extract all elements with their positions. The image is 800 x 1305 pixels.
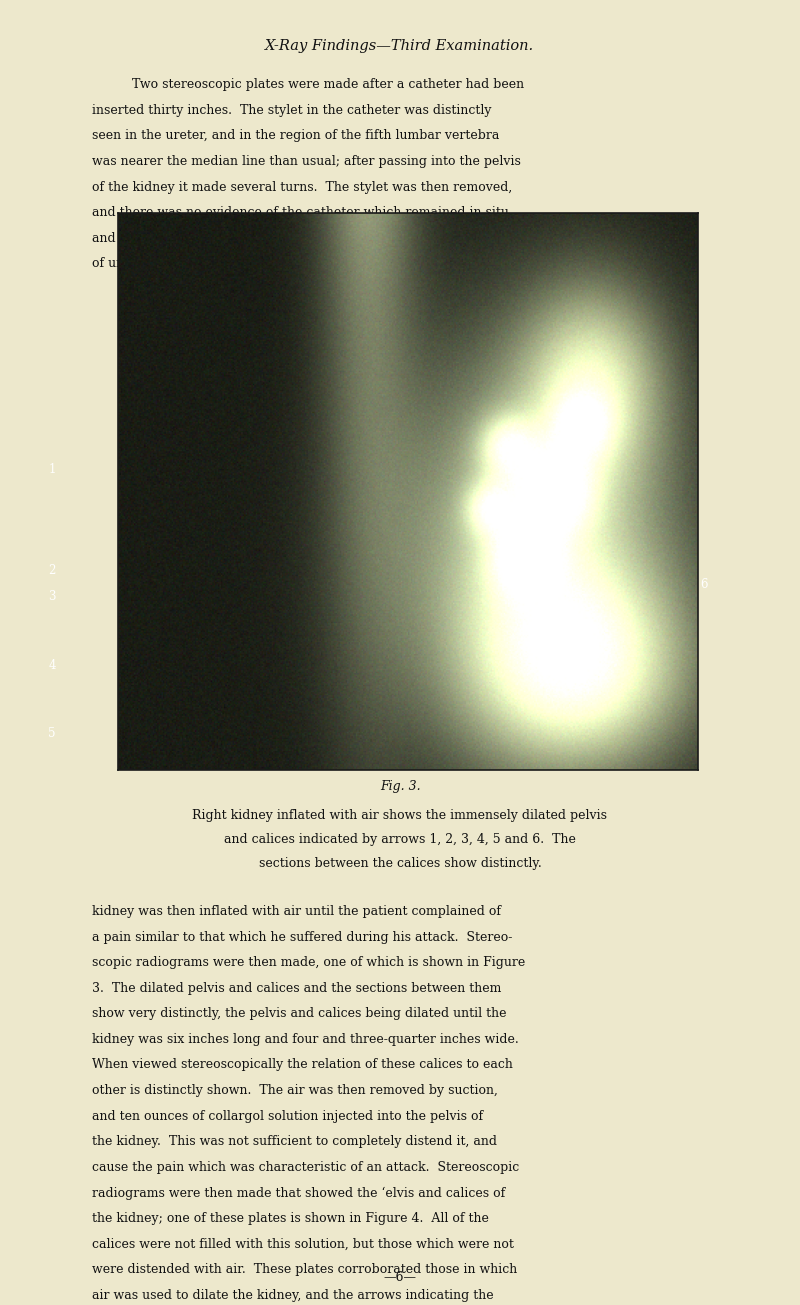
Text: X-Ray Findings—Third Examination.: X-Ray Findings—Third Examination. — [266, 39, 534, 54]
Text: the kidney; one of these plates is shown in Figure 4.  All of the: the kidney; one of these plates is shown… — [92, 1212, 489, 1225]
Text: show very distinctly, the pelvis and calices being dilated until the: show very distinctly, the pelvis and cal… — [92, 1007, 506, 1021]
Text: and no evidence of air or gas in the intestines.  About nine ounces: and no evidence of air or gas in the int… — [92, 232, 512, 245]
Text: Right kidney inflated with air shows the immensely dilated pelvis: Right kidney inflated with air shows the… — [193, 809, 607, 822]
Text: scopic radiograms were then made, one of which is shown in Figure: scopic radiograms were then made, one of… — [92, 957, 526, 970]
Text: kidney was six inches long and four and three-quarter inches wide.: kidney was six inches long and four and … — [92, 1034, 518, 1045]
Text: and calices indicated by arrows 1, 2, 3, 4, 5 and 6.  The: and calices indicated by arrows 1, 2, 3,… — [224, 834, 576, 846]
Text: sections between the calices show distinctly.: sections between the calices show distin… — [258, 857, 542, 870]
Text: 3: 3 — [48, 590, 56, 603]
Text: seen in the ureter, and in the region of the fifth lumbar vertebra: seen in the ureter, and in the region of… — [92, 129, 499, 142]
Text: was nearer the median line than usual; after passing into the pelvis: was nearer the median line than usual; a… — [92, 155, 521, 168]
Text: kidney was then inflated with air until the patient complained of: kidney was then inflated with air until … — [92, 906, 501, 917]
Text: radiograms were then made that showed the ‘elvis and calices of: radiograms were then made that showed th… — [92, 1186, 506, 1199]
Text: of urine was then drawn from the pelvis of the kidney and the: of urine was then drawn from the pelvis … — [92, 257, 485, 270]
Text: were distended with air.  These plates corroborated those in which: were distended with air. These plates co… — [92, 1263, 518, 1276]
Text: When viewed stereoscopically the relation of these calices to each: When viewed stereoscopically the relatio… — [92, 1058, 513, 1071]
Text: air was used to dilate the kidney, and the arrows indicating the: air was used to dilate the kidney, and t… — [92, 1289, 494, 1301]
Text: other is distinctly shown.  The air was then removed by suction,: other is distinctly shown. The air was t… — [92, 1084, 498, 1098]
Text: inserted thirty inches.  The stylet in the catheter was distinctly: inserted thirty inches. The stylet in th… — [92, 104, 491, 117]
Text: 5: 5 — [48, 727, 56, 740]
Text: and there was no evidence of the catheter which remained in situ,: and there was no evidence of the cathete… — [92, 206, 513, 219]
Text: 2: 2 — [48, 564, 56, 577]
Text: Two stereoscopic plates were made after a catheter had been: Two stereoscopic plates were made after … — [132, 78, 524, 91]
Text: —6—: —6— — [383, 1271, 417, 1284]
Text: 6: 6 — [700, 578, 708, 591]
Text: and ten ounces of collargol solution injected into the pelvis of: and ten ounces of collargol solution inj… — [92, 1109, 483, 1122]
Text: a pain similar to that which he suffered during his attack.  Stereo-: a pain similar to that which he suffered… — [92, 930, 512, 944]
Text: 1: 1 — [48, 463, 56, 476]
Text: calices were not filled with this solution, but those which were not: calices were not filled with this soluti… — [92, 1237, 514, 1250]
Text: Fig. 3.: Fig. 3. — [380, 780, 420, 793]
Text: cause the pain which was characteristic of an attack.  Stereoscopic: cause the pain which was characteristic … — [92, 1161, 519, 1173]
Text: of the kidney it made several turns.  The stylet was then removed,: of the kidney it made several turns. The… — [92, 180, 512, 193]
Text: 3.  The dilated pelvis and calices and the sections between them: 3. The dilated pelvis and calices and th… — [92, 981, 502, 994]
Text: 4: 4 — [48, 659, 56, 672]
Text: the kidney.  This was not sufficient to completely distend it, and: the kidney. This was not sufficient to c… — [92, 1135, 497, 1148]
